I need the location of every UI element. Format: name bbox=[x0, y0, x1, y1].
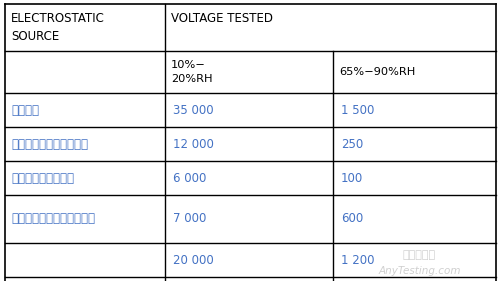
Text: 7 000: 7 000 bbox=[173, 212, 206, 225]
Text: 走过地殯: 走过地殯 bbox=[11, 103, 39, 117]
Text: 10%−
20%RH: 10%− 20%RH bbox=[171, 60, 212, 84]
Text: 在聚烯烃类塑料地面行走: 在聚烯烃类塑料地面行走 bbox=[11, 137, 88, 151]
Text: 壹裕检测网: 壹裕检测网 bbox=[403, 250, 436, 260]
Text: 65%−90%RH: 65%−90%RH bbox=[339, 67, 415, 77]
Text: 100: 100 bbox=[341, 171, 363, 185]
Text: 12 000: 12 000 bbox=[173, 137, 214, 151]
Text: VOLTAGE TESTED: VOLTAGE TESTED bbox=[171, 12, 273, 25]
Text: 35 000: 35 000 bbox=[173, 103, 214, 117]
Text: AnyTesting.com: AnyTesting.com bbox=[378, 266, 461, 276]
Text: ELECTROSTATIC
SOURCE: ELECTROSTATIC SOURCE bbox=[11, 12, 105, 42]
Text: 翰动聚乙烯膜封皮的说明书: 翰动聚乙烯膜封皮的说明书 bbox=[11, 212, 95, 225]
Text: 6 000: 6 000 bbox=[173, 171, 206, 185]
Text: 1 500: 1 500 bbox=[341, 103, 374, 117]
Text: 1 200: 1 200 bbox=[341, 253, 374, 266]
Text: 250: 250 bbox=[341, 137, 363, 151]
Text: 工作台旁操作的工人: 工作台旁操作的工人 bbox=[11, 171, 74, 185]
Text: 20 000: 20 000 bbox=[173, 253, 214, 266]
Text: 600: 600 bbox=[341, 212, 363, 225]
